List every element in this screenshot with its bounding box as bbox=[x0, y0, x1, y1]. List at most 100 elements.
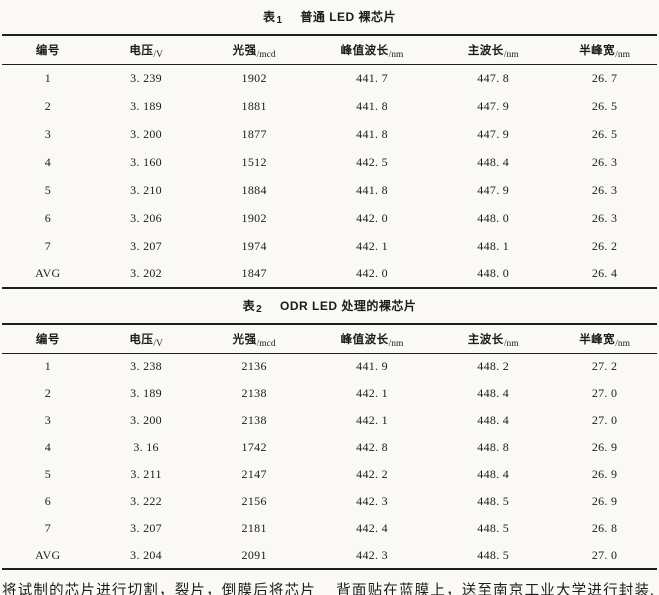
value-cell: 441. 8 bbox=[356, 126, 388, 141]
row-id-cell: 5 bbox=[44, 467, 51, 481]
row-id-cell: 5 bbox=[44, 182, 51, 197]
value-cell: 27. 2 bbox=[591, 359, 618, 374]
value-cell: 441. 7 bbox=[356, 70, 388, 85]
value-cell: 448. 4 bbox=[477, 413, 510, 427]
column-unit: /nm bbox=[615, 338, 630, 349]
column-header: 峰值波长/nm bbox=[310, 324, 434, 353]
value-cell: 447. 9 bbox=[477, 182, 510, 197]
value-cell: 2136 bbox=[241, 359, 267, 374]
column-unit: /nm bbox=[388, 338, 404, 349]
column-header: 主波长/nm bbox=[434, 324, 552, 353]
column-name: 峰值波长 bbox=[340, 44, 389, 57]
value-cell: 2091 bbox=[241, 547, 267, 562]
value-cell: 442. 0 bbox=[356, 266, 388, 280]
column-name: 半峰宽 bbox=[579, 44, 616, 57]
column-name: 峰值波长 bbox=[340, 333, 389, 346]
value-cell: 447. 8 bbox=[477, 70, 510, 85]
column-unit: /mcd bbox=[256, 338, 276, 349]
value-cell: 442. 1 bbox=[356, 386, 388, 400]
column-header: 电压/V bbox=[94, 35, 199, 64]
value-cell: 441. 9 bbox=[356, 359, 388, 374]
value-cell: 3. 16 bbox=[133, 440, 159, 454]
value-cell: 26. 9 bbox=[591, 440, 618, 454]
value-cell: 27. 0 bbox=[591, 386, 618, 400]
value-cell: 3. 239 bbox=[130, 70, 162, 85]
table-row: AVG 3. 202 1847 442. 0 448. 0 26. 4 bbox=[2, 260, 657, 288]
value-cell: 442. 8 bbox=[356, 440, 388, 454]
value-cell: 1742 bbox=[241, 440, 267, 454]
value-cell: 26. 9 bbox=[591, 494, 618, 508]
value-cell: 26. 2 bbox=[591, 238, 618, 253]
value-cell: 26. 5 bbox=[591, 98, 618, 113]
column-name: 主波长 bbox=[467, 44, 504, 57]
row-id-cell: 4 bbox=[44, 440, 51, 454]
header-row: 编号 电压/V 光强/mcd 峰值波长/nm 主波长/nm 半峰宽/nm bbox=[2, 35, 657, 64]
value-cell: 26. 4 bbox=[591, 266, 618, 280]
column-header: 电压/V bbox=[94, 324, 199, 353]
value-cell: 27. 0 bbox=[591, 547, 618, 562]
row-id-cell: 7 bbox=[44, 521, 51, 535]
data-table-section: 表1 普通 LED 裸芯片 编号 电压/V 光强/mcd 峰值波长/nm 主波长/nm 半… bbox=[0, 0, 659, 289]
value-cell: 442. 3 bbox=[356, 494, 388, 508]
value-cell: 448. 0 bbox=[477, 266, 510, 280]
column-unit: /mcd bbox=[256, 49, 276, 60]
table-caption-label: 表 bbox=[262, 10, 276, 24]
column-unit: /nm bbox=[615, 49, 630, 60]
column-unit: /V bbox=[153, 338, 163, 349]
data-table: 编号 电压/V 光强/mcd 峰值波长/nm 主波长/nm 半峰宽/nm 1 3. 239 1… bbox=[2, 34, 657, 289]
value-cell: 448. 5 bbox=[477, 494, 510, 508]
table-row: 7 3. 207 1974 442. 1 448. 1 26. 2 bbox=[2, 232, 657, 260]
value-cell: 447. 9 bbox=[477, 126, 510, 141]
value-cell: 1877 bbox=[241, 126, 267, 141]
row-id-cell: 2 bbox=[44, 386, 51, 400]
row-id-cell: 6 bbox=[44, 210, 51, 225]
column-name: 编号 bbox=[35, 333, 60, 346]
value-cell: 1881 bbox=[241, 98, 267, 113]
table-caption: 表1 普通 LED 裸芯片 bbox=[0, 0, 659, 28]
value-cell: 442. 3 bbox=[356, 547, 388, 562]
row-id-cell: 4 bbox=[44, 154, 51, 169]
header-row: 编号 电压/V 光强/mcd 峰值波长/nm 主波长/nm 半峰宽/nm bbox=[2, 324, 657, 353]
column-unit: /nm bbox=[388, 49, 404, 60]
value-cell: 26. 7 bbox=[591, 70, 618, 85]
value-cell: 442. 2 bbox=[356, 467, 388, 481]
row-id-cell: 7 bbox=[44, 238, 51, 253]
table-caption-title: ODR LED 处理的裸芯片 bbox=[280, 299, 417, 313]
value-cell: 26. 3 bbox=[591, 210, 618, 225]
value-cell: 3. 207 bbox=[130, 238, 162, 253]
value-cell: 26. 3 bbox=[591, 154, 618, 169]
value-cell: 441. 8 bbox=[356, 182, 388, 197]
table-caption-number: 2 bbox=[256, 304, 263, 315]
row-id-cell: 1 bbox=[44, 359, 51, 374]
value-cell: 3. 222 bbox=[130, 494, 162, 508]
value-cell: 3. 189 bbox=[130, 98, 162, 113]
value-cell: 2156 bbox=[241, 494, 267, 508]
table-row: 5 3. 210 1884 441. 8 447. 9 26. 3 bbox=[2, 176, 657, 204]
table-caption-number: 1 bbox=[276, 15, 283, 26]
table-row: 4 3. 160 1512 442. 5 448. 4 26. 3 bbox=[2, 148, 657, 176]
value-cell: 442. 4 bbox=[356, 521, 388, 535]
value-cell: 442. 0 bbox=[356, 210, 388, 225]
value-cell: 26. 9 bbox=[591, 467, 618, 481]
table-row: 6 3. 222 2156 442. 3 448. 5 26. 9 bbox=[2, 488, 657, 515]
table-row: 6 3. 206 1902 442. 0 448. 0 26. 3 bbox=[2, 204, 657, 232]
row-id-cell: 2 bbox=[44, 98, 51, 113]
column-unit: /nm bbox=[503, 49, 519, 60]
row-id-cell: 6 bbox=[44, 494, 51, 508]
value-cell: 441. 8 bbox=[356, 98, 388, 113]
value-cell: 3. 206 bbox=[130, 210, 162, 225]
column-header: 光强/mcd bbox=[198, 35, 309, 64]
value-cell: 26. 5 bbox=[591, 126, 618, 141]
value-cell: 442. 1 bbox=[356, 238, 388, 253]
body-text-left-column: 将试制的芯片进行切割，裂片，倒膜后将芯片 bbox=[2, 583, 316, 595]
value-cell: 3. 211 bbox=[130, 467, 162, 481]
table-row: 4 3. 16 1742 442. 8 448. 8 26. 9 bbox=[2, 434, 657, 461]
value-cell: 3. 204 bbox=[130, 547, 162, 562]
row-id-cell: 3 bbox=[44, 413, 51, 427]
row-id-cell: 3 bbox=[44, 126, 51, 141]
value-cell: 1847 bbox=[241, 266, 267, 280]
column-header: 光强/mcd bbox=[198, 324, 309, 353]
column-name: 主波长 bbox=[467, 333, 504, 346]
value-cell: 1902 bbox=[241, 210, 267, 225]
